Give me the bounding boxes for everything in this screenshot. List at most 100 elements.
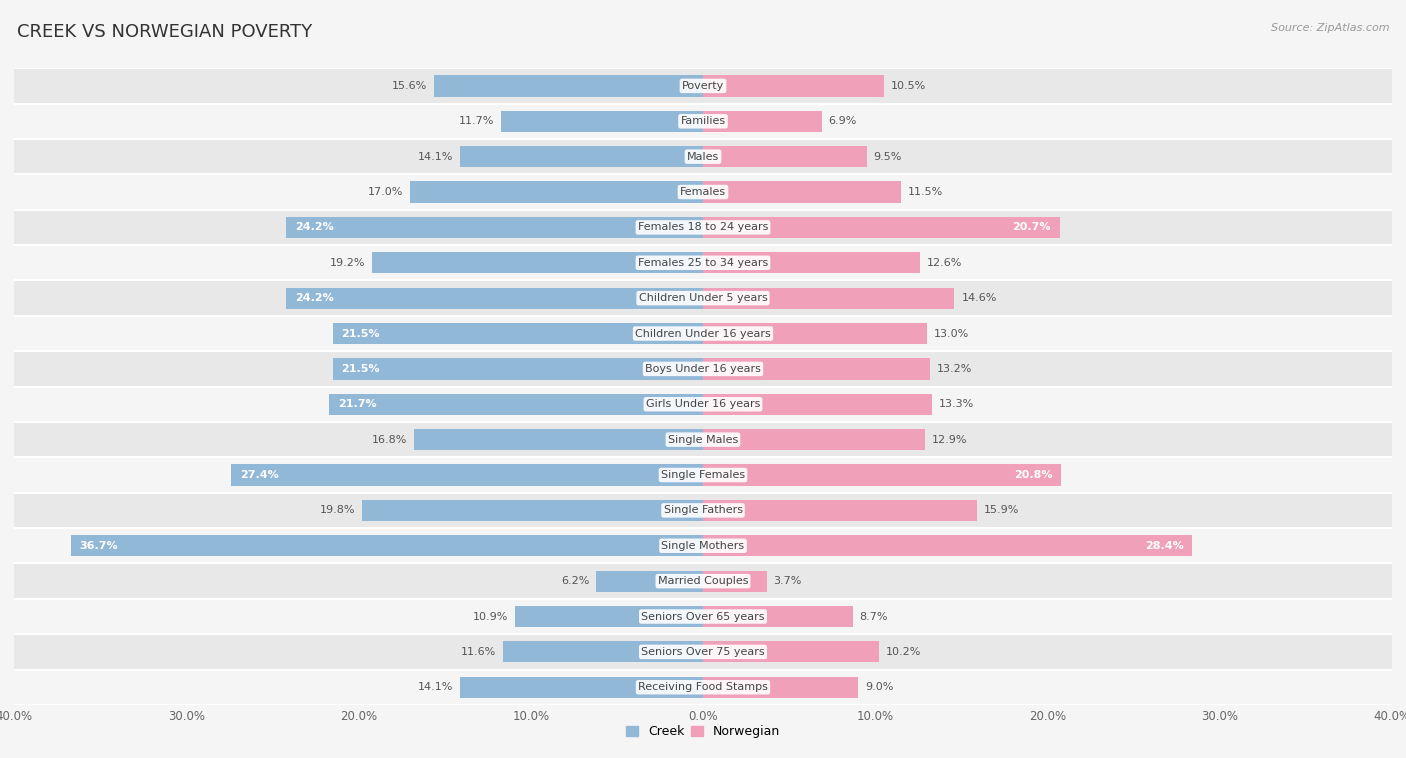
Text: 24.2%: 24.2% xyxy=(295,293,333,303)
Bar xyxy=(703,500,977,521)
Text: Poverty: Poverty xyxy=(682,81,724,91)
Text: 11.5%: 11.5% xyxy=(908,187,943,197)
Text: 9.5%: 9.5% xyxy=(873,152,901,161)
Bar xyxy=(14,599,1392,634)
Text: 10.5%: 10.5% xyxy=(891,81,927,91)
Bar xyxy=(14,280,1392,316)
Bar xyxy=(703,287,955,309)
Bar xyxy=(231,465,703,486)
Text: 20.7%: 20.7% xyxy=(1012,222,1050,233)
Bar xyxy=(329,393,703,415)
Text: Females 18 to 24 years: Females 18 to 24 years xyxy=(638,222,768,233)
Text: 6.2%: 6.2% xyxy=(561,576,589,586)
Bar xyxy=(411,181,703,202)
Text: 6.9%: 6.9% xyxy=(828,116,858,127)
Text: 8.7%: 8.7% xyxy=(859,612,889,622)
Text: 10.2%: 10.2% xyxy=(886,647,921,657)
Bar xyxy=(14,422,1392,457)
Bar xyxy=(287,287,703,309)
Bar xyxy=(361,500,703,521)
Bar xyxy=(703,252,920,274)
Text: 10.9%: 10.9% xyxy=(472,612,509,622)
Text: 12.6%: 12.6% xyxy=(927,258,962,268)
Text: Females: Females xyxy=(681,187,725,197)
Text: Single Fathers: Single Fathers xyxy=(664,506,742,515)
Bar xyxy=(703,146,866,168)
Bar xyxy=(14,457,1392,493)
Text: Source: ZipAtlas.com: Source: ZipAtlas.com xyxy=(1271,23,1389,33)
Bar xyxy=(14,351,1392,387)
Bar xyxy=(703,606,853,627)
Bar xyxy=(703,393,932,415)
Bar xyxy=(703,535,1192,556)
Bar xyxy=(14,634,1392,669)
Text: 19.8%: 19.8% xyxy=(319,506,356,515)
Text: 16.8%: 16.8% xyxy=(371,434,406,445)
Bar xyxy=(703,111,823,132)
Text: 14.1%: 14.1% xyxy=(418,152,453,161)
Bar xyxy=(703,323,927,344)
Text: Females 25 to 34 years: Females 25 to 34 years xyxy=(638,258,768,268)
Text: 21.7%: 21.7% xyxy=(337,399,377,409)
Bar xyxy=(373,252,703,274)
Text: Girls Under 16 years: Girls Under 16 years xyxy=(645,399,761,409)
Bar xyxy=(14,387,1392,422)
Bar xyxy=(703,75,884,96)
Text: 21.5%: 21.5% xyxy=(342,328,380,339)
Bar xyxy=(703,217,1060,238)
Text: Families: Families xyxy=(681,116,725,127)
Bar xyxy=(14,669,1392,705)
Text: 28.4%: 28.4% xyxy=(1144,540,1184,551)
Text: 13.3%: 13.3% xyxy=(939,399,974,409)
Text: 19.2%: 19.2% xyxy=(330,258,366,268)
Text: Boys Under 16 years: Boys Under 16 years xyxy=(645,364,761,374)
Bar xyxy=(460,677,703,698)
Bar xyxy=(14,68,1392,104)
Text: Single Mothers: Single Mothers xyxy=(661,540,745,551)
Bar xyxy=(703,359,931,380)
Bar xyxy=(14,245,1392,280)
Text: CREEK VS NORWEGIAN POVERTY: CREEK VS NORWEGIAN POVERTY xyxy=(17,23,312,41)
Bar xyxy=(703,571,766,592)
Text: Seniors Over 65 years: Seniors Over 65 years xyxy=(641,612,765,622)
Bar xyxy=(14,563,1392,599)
Text: 12.9%: 12.9% xyxy=(932,434,967,445)
Bar xyxy=(515,606,703,627)
Bar xyxy=(502,111,703,132)
Bar xyxy=(14,528,1392,563)
Bar xyxy=(413,429,703,450)
Text: 14.6%: 14.6% xyxy=(962,293,997,303)
Text: Children Under 16 years: Children Under 16 years xyxy=(636,328,770,339)
Bar xyxy=(70,535,703,556)
Text: 13.0%: 13.0% xyxy=(934,328,969,339)
Bar xyxy=(333,359,703,380)
Text: 11.7%: 11.7% xyxy=(460,116,495,127)
Legend: Creek, Norwegian: Creek, Norwegian xyxy=(620,720,786,744)
Text: 21.5%: 21.5% xyxy=(342,364,380,374)
Bar xyxy=(703,181,901,202)
Text: 14.1%: 14.1% xyxy=(418,682,453,692)
Bar xyxy=(703,429,925,450)
Bar xyxy=(703,641,879,662)
Bar xyxy=(14,104,1392,139)
Bar xyxy=(333,323,703,344)
Text: Males: Males xyxy=(688,152,718,161)
Text: 15.9%: 15.9% xyxy=(984,506,1019,515)
Text: 36.7%: 36.7% xyxy=(80,540,118,551)
Bar xyxy=(14,139,1392,174)
Bar xyxy=(703,677,858,698)
Text: Single Males: Single Males xyxy=(668,434,738,445)
Text: Children Under 5 years: Children Under 5 years xyxy=(638,293,768,303)
Text: 9.0%: 9.0% xyxy=(865,682,893,692)
Bar xyxy=(460,146,703,168)
Bar xyxy=(14,210,1392,245)
Text: 13.2%: 13.2% xyxy=(938,364,973,374)
Bar xyxy=(703,465,1062,486)
Bar xyxy=(503,641,703,662)
Bar xyxy=(14,316,1392,351)
Text: 15.6%: 15.6% xyxy=(392,81,427,91)
Bar xyxy=(596,571,703,592)
Text: 3.7%: 3.7% xyxy=(773,576,801,586)
Text: Single Females: Single Females xyxy=(661,470,745,480)
Text: 20.8%: 20.8% xyxy=(1014,470,1053,480)
